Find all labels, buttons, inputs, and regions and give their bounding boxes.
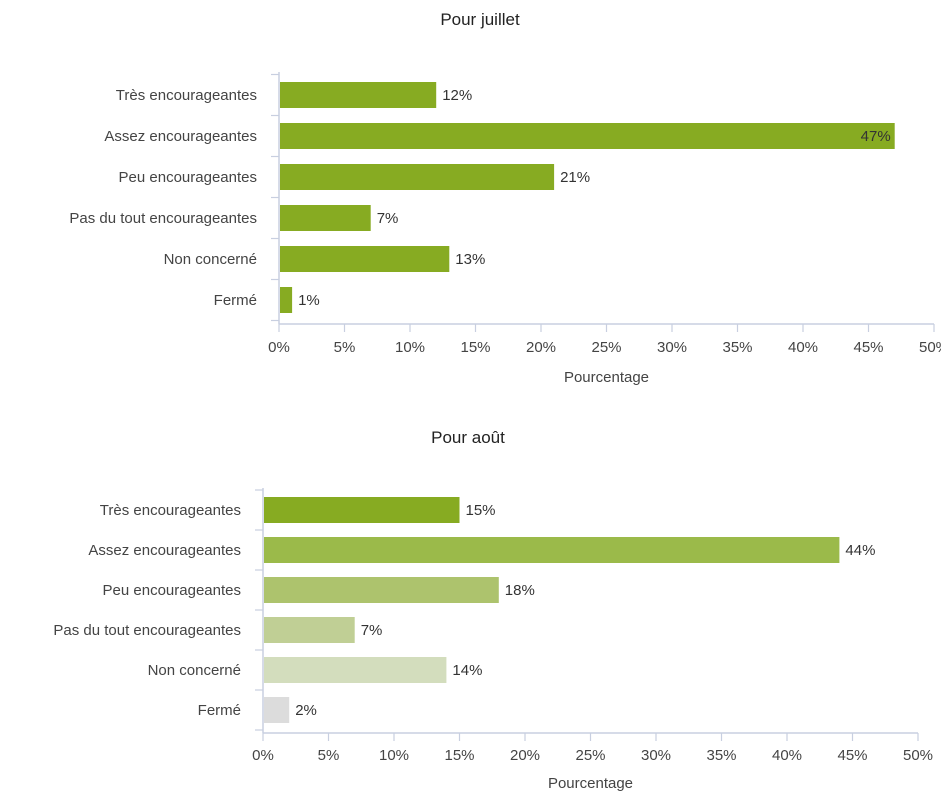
x-tick-label: 5% bbox=[318, 747, 340, 764]
category-label: Pas du tout encourageantes bbox=[69, 210, 257, 227]
value-label: 47% bbox=[861, 128, 891, 145]
bar bbox=[264, 617, 355, 643]
bar bbox=[280, 205, 371, 231]
x-tick-label: 0% bbox=[268, 339, 290, 356]
value-label: 14% bbox=[452, 662, 482, 679]
bar bbox=[280, 164, 555, 190]
chart-title: Pour août bbox=[431, 428, 505, 447]
x-tick-label: 50% bbox=[919, 339, 941, 356]
value-label: 1% bbox=[298, 292, 320, 309]
bar bbox=[264, 497, 460, 523]
value-label: 44% bbox=[845, 542, 875, 559]
category-label: Très encourageantes bbox=[116, 87, 257, 104]
value-label: 13% bbox=[455, 251, 485, 268]
category-label: Peu encourageantes bbox=[103, 582, 241, 599]
x-axis-title: Pourcentage bbox=[548, 775, 633, 792]
x-tick-label: 50% bbox=[903, 747, 933, 764]
category-label: Assez encourageantes bbox=[88, 542, 241, 559]
bar bbox=[280, 123, 895, 149]
value-label: 21% bbox=[560, 169, 590, 186]
bar bbox=[264, 697, 290, 723]
category-label: Fermé bbox=[214, 292, 257, 309]
x-tick-label: 15% bbox=[444, 747, 474, 764]
value-label: 2% bbox=[295, 702, 317, 719]
x-tick-label: 15% bbox=[460, 339, 490, 356]
x-tick-label: 45% bbox=[837, 747, 867, 764]
x-tick-label: 25% bbox=[575, 747, 605, 764]
x-axis-title: Pourcentage bbox=[564, 369, 649, 386]
value-label: 15% bbox=[466, 502, 496, 519]
value-label: 18% bbox=[505, 582, 535, 599]
bar bbox=[264, 537, 840, 563]
category-label: Non concerné bbox=[164, 251, 257, 268]
x-tick-label: 10% bbox=[379, 747, 409, 764]
bar bbox=[280, 287, 293, 313]
x-tick-label: 20% bbox=[526, 339, 556, 356]
x-tick-label: 30% bbox=[641, 747, 671, 764]
category-label: Très encourageantes bbox=[100, 502, 241, 519]
category-label: Pas du tout encourageantes bbox=[53, 622, 241, 639]
x-tick-label: 0% bbox=[252, 747, 274, 764]
x-tick-label: 40% bbox=[772, 747, 802, 764]
x-tick-label: 45% bbox=[853, 339, 883, 356]
x-tick-label: 25% bbox=[591, 339, 621, 356]
category-label: Peu encourageantes bbox=[119, 169, 257, 186]
category-label: Fermé bbox=[198, 702, 241, 719]
category-label: Non concerné bbox=[148, 662, 241, 679]
chart-title: Pour juillet bbox=[440, 10, 520, 29]
category-label: Assez encourageantes bbox=[104, 128, 257, 145]
bar bbox=[264, 657, 447, 683]
x-tick-label: 5% bbox=[334, 339, 356, 356]
x-tick-label: 20% bbox=[510, 747, 540, 764]
x-tick-label: 35% bbox=[722, 339, 752, 356]
bar bbox=[264, 577, 499, 603]
x-tick-label: 10% bbox=[395, 339, 425, 356]
bar bbox=[280, 82, 437, 108]
value-label: 7% bbox=[377, 210, 399, 227]
x-tick-label: 40% bbox=[788, 339, 818, 356]
x-tick-label: 35% bbox=[706, 747, 736, 764]
value-label: 7% bbox=[361, 622, 383, 639]
value-label: 12% bbox=[442, 87, 472, 104]
bar bbox=[280, 246, 450, 272]
x-tick-label: 30% bbox=[657, 339, 687, 356]
